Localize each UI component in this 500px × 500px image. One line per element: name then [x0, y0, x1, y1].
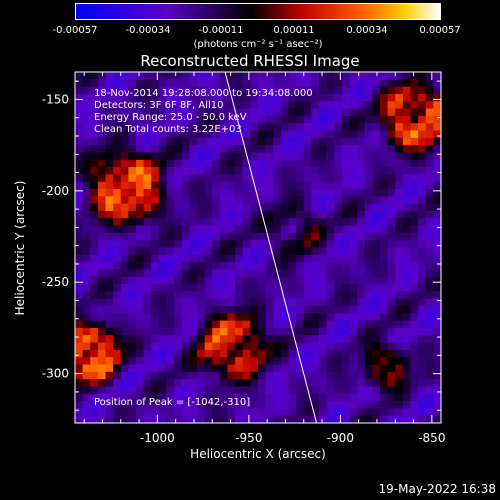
y-axis-label: Heliocentric Y (arcsec) — [13, 181, 27, 316]
colorbar-tick-label: -0.00034 — [125, 25, 171, 36]
colorbar-tick-label: 0.00034 — [346, 25, 388, 36]
y-tick-label: -200 — [42, 184, 69, 198]
colorbar-tick-label: 0.00057 — [419, 25, 461, 36]
axis-tick-labels: -1000 -950 -900 -850 -150 -200 -250 -300 — [42, 92, 446, 445]
x-tick-label: -1000 — [140, 431, 175, 445]
timestamp-footer: 19-May-2022 16:38 — [378, 482, 496, 496]
axis-ticks — [75, 72, 441, 423]
colorbar — [75, 3, 441, 20]
plot-title: Reconstructed RHESSI Image — [140, 52, 360, 70]
colorbar-tick-label: -0.00011 — [198, 25, 244, 36]
x-tick-label: -850 — [418, 431, 445, 445]
peak-position-label: Position of Peak = [-1042,-310] — [94, 397, 251, 408]
solar-limb-line — [224, 71, 318, 424]
colorbar-unit-label: (photons cm⁻² s⁻¹ asec⁻²) — [193, 39, 323, 50]
info-clean-counts: Clean Total counts: 3.22E+03 — [94, 124, 242, 135]
y-tick-label: -150 — [42, 92, 69, 106]
colorbar-gradient — [76, 4, 440, 19]
colorbar-tick-label: -0.00057 — [52, 25, 98, 36]
y-tick-label: -300 — [42, 367, 69, 381]
info-energy-range: Energy Range: 25.0 - 50.0 keV — [94, 112, 247, 123]
x-axis-label: Heliocentric X (arcsec) — [190, 447, 326, 461]
x-tick-label: -900 — [327, 431, 354, 445]
y-tick-label: -250 — [42, 275, 69, 289]
heatmap-image — [75, 72, 442, 424]
plot-frame — [74, 71, 442, 424]
info-time-range: 18-Nov-2014 19:28:08.000 to 19:34:08.000 — [94, 88, 313, 99]
info-detectors: Detectors: 3F 6F 8F, All10 — [94, 100, 224, 111]
x-tick-label: -950 — [235, 431, 262, 445]
colorbar-tick-label: 0.00011 — [273, 25, 315, 36]
